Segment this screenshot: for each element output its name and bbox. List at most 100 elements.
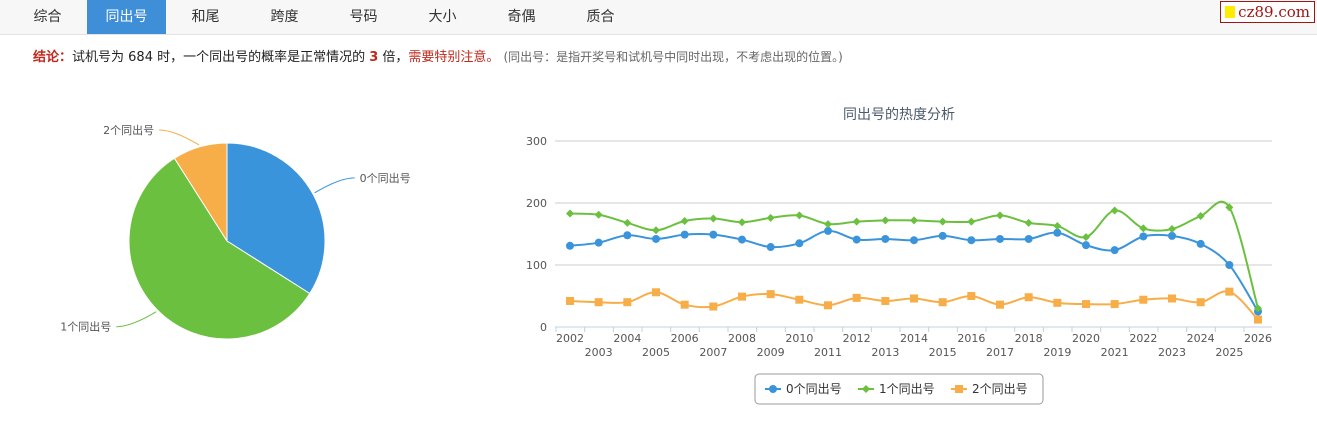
- x-tick-label: 2021: [1101, 346, 1129, 359]
- data-point: [709, 302, 718, 311]
- x-tick-label: 2010: [785, 332, 813, 345]
- data-point: [738, 218, 746, 227]
- x-tick-label: 2007: [699, 346, 727, 359]
- pie-slice: [128, 157, 311, 340]
- x-tick-label: 2009: [757, 346, 785, 359]
- x-tick-label: 2014: [900, 332, 928, 345]
- tab-4[interactable]: 号码: [349, 9, 378, 25]
- conclusion-label: 结论：: [33, 50, 73, 65]
- x-tick-label: 2016: [957, 332, 985, 345]
- data-point: [881, 296, 890, 305]
- pie-label-line: [159, 129, 200, 146]
- tab-bar: 综合 同出号 和尾 跨度 号码 大小 奇偶 质合: [0, 0, 1317, 35]
- y-tick-label: 300: [526, 135, 547, 148]
- legend-item-1[interactable]: 1个同出号: [858, 382, 935, 396]
- legend-label: 0个同出号: [786, 382, 842, 396]
- data-point: [852, 217, 861, 226]
- data-point: [652, 288, 660, 297]
- x-tick-label: 2012: [843, 332, 871, 345]
- x-tick-label: 2024: [1187, 332, 1215, 345]
- data-point: [910, 294, 918, 303]
- data-point: [881, 234, 890, 243]
- data-point: [910, 236, 918, 245]
- data-point: [795, 295, 804, 304]
- pie-label-line: [314, 177, 355, 194]
- pie-label: 0个同出号: [360, 171, 411, 185]
- legend-marker: [769, 385, 777, 393]
- data-point: [795, 211, 804, 220]
- data-point: [566, 241, 574, 250]
- x-tick-label: 2022: [1129, 332, 1157, 345]
- data-point: [709, 214, 718, 223]
- data-point: [1024, 234, 1033, 243]
- y-tick-label: 200: [526, 197, 547, 210]
- legend-item-0[interactable]: 0个同出号: [765, 382, 842, 396]
- data-point: [967, 236, 976, 245]
- legend-item-2[interactable]: 2个同出号: [951, 382, 1028, 396]
- data-point: [824, 226, 832, 235]
- data-point: [738, 235, 746, 244]
- legend-marker: [862, 385, 870, 393]
- x-tick-label: 2015: [929, 346, 957, 359]
- conclusion-text-2: 倍，: [378, 50, 409, 65]
- data-point: [652, 226, 660, 235]
- data-point: [623, 298, 632, 307]
- x-tick-label: 2023: [1158, 346, 1186, 359]
- data-point: [938, 217, 947, 226]
- data-point: [795, 239, 804, 248]
- data-point: [824, 220, 832, 229]
- tab-2[interactable]: 和尾: [191, 9, 220, 25]
- data-point: [1053, 221, 1062, 230]
- tab-1[interactable]: 同出号: [87, 0, 166, 34]
- data-point: [1196, 239, 1205, 248]
- data-point: [738, 292, 746, 301]
- x-tick-label: 2025: [1215, 346, 1243, 359]
- data-point: [680, 216, 689, 225]
- data-point: [1082, 300, 1090, 309]
- data-point: [709, 230, 718, 239]
- data-point: [566, 209, 574, 218]
- data-point: [594, 298, 603, 307]
- x-tick-label: 2018: [1015, 332, 1043, 345]
- pie-label: 1个同出号: [60, 320, 111, 334]
- x-tick-label: 2008: [728, 332, 756, 345]
- data-point: [1196, 212, 1205, 221]
- data-point: [967, 217, 976, 226]
- tab-5[interactable]: 大小: [428, 9, 457, 25]
- data-point: [824, 301, 832, 310]
- data-point: [594, 210, 603, 219]
- multiple-value: 3: [369, 50, 379, 65]
- data-point: [1168, 231, 1176, 240]
- pie-slice: [173, 142, 228, 243]
- tab-0[interactable]: 综合: [33, 9, 62, 25]
- data-point: [652, 234, 660, 243]
- data-point: [766, 290, 775, 299]
- x-tick-label: 2017: [986, 346, 1014, 359]
- data-point: [938, 298, 947, 307]
- data-point: [766, 213, 775, 222]
- pie-chart: 0个同出号 1个同出号 2个同出号: [60, 123, 411, 340]
- conclusion-text: 试机号为 684 时，一个同出号的概率是正常情况的: [72, 50, 370, 65]
- data-point: [996, 234, 1004, 243]
- legend-label: 2个同出号: [972, 382, 1028, 396]
- data-point: [1024, 218, 1033, 227]
- data-point: [938, 231, 947, 240]
- data-point: [1082, 233, 1090, 242]
- x-tick-label: 2003: [585, 346, 613, 359]
- legend-box: [754, 373, 1044, 405]
- data-point: [967, 292, 976, 300]
- data-point: [1254, 315, 1262, 324]
- conclusion-note: (同出号：是指开奖号和试机号中同时出现，不考虑出现的位置。): [503, 50, 843, 64]
- data-point: [1196, 298, 1205, 307]
- legend-label: 1个同出号: [879, 382, 935, 396]
- tab-3[interactable]: 跨度: [270, 9, 299, 25]
- data-point: [996, 300, 1004, 309]
- x-tick-label: 2011: [814, 346, 842, 359]
- line-chart: 同出号的热度分析01002003002002200320042005200620…: [526, 107, 1272, 405]
- tab-7[interactable]: 质合: [586, 9, 615, 25]
- data-point: [1110, 206, 1119, 215]
- data-point: [594, 238, 603, 247]
- data-point: [766, 243, 775, 252]
- data-point: [623, 231, 632, 240]
- tab-6[interactable]: 奇偶: [507, 9, 536, 25]
